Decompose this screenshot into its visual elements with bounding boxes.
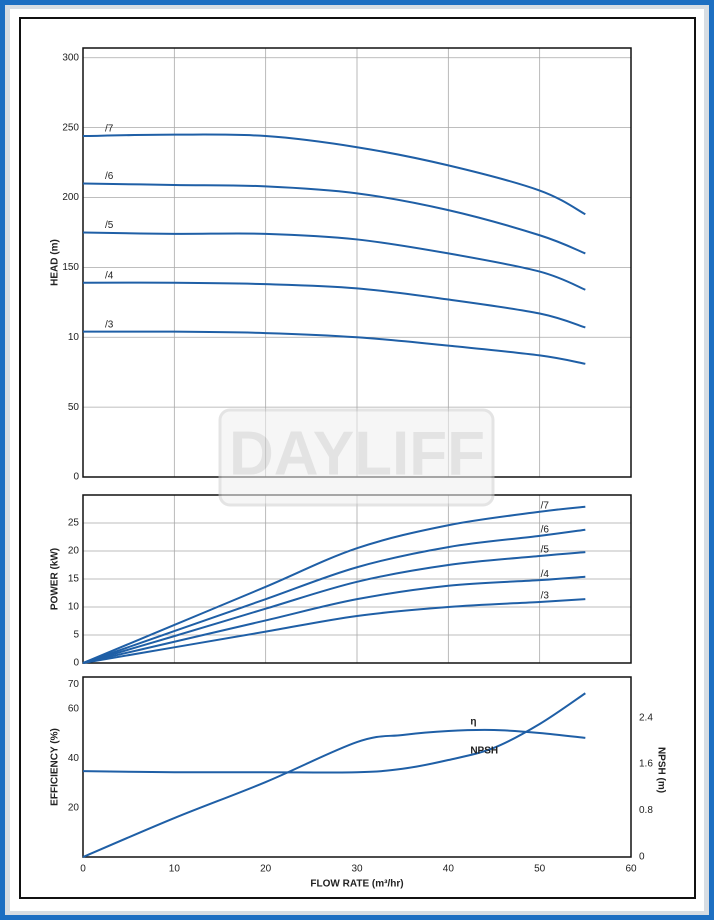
series-line [82,551,586,664]
y-axis-label: HEAD (m) [50,239,61,286]
y-tick-label: 250 [62,122,79,133]
x-tick-label: 40 [443,864,455,875]
y-tick-label: 15 [68,574,80,585]
series-line [82,133,586,216]
y-tick-label: 50 [68,402,80,413]
y-tick-label: 150 [62,262,79,273]
series-line [82,505,586,664]
series-line [82,281,586,329]
y2-tick-label: 2.4 [639,712,653,723]
series-line [82,182,586,255]
y-tick-label: 25 [68,518,80,529]
y-tick-label: 10 [68,602,80,613]
y-axis-label: POWER (kW) [50,548,61,610]
y-tick-label: 60 [68,704,80,715]
y2-tick-label: 1.6 [639,759,653,770]
series-label: /6 [541,525,550,536]
series-label: /6 [105,171,114,182]
y-tick-label: 20 [68,546,80,557]
plot-frame [82,676,632,858]
series-label: /4 [541,569,550,580]
series-label: /3 [105,319,114,330]
x-tick-label: 60 [625,864,637,875]
y2-axis-label: NPSH (m) [655,747,666,793]
series-label: NPSH [470,746,498,757]
series-label: /5 [541,545,550,556]
x-tick-label: 0 [80,864,86,875]
watermark: DAYLIFF [218,408,495,507]
watermark-text: DAYLIFF [229,419,485,488]
series-line [82,728,586,858]
series-line [82,575,586,664]
series-label: /5 [105,220,114,231]
y-tick-label: 300 [62,52,79,63]
series-line [82,330,586,365]
series-label: /3 [541,591,550,602]
series-label: η [470,717,476,728]
series-label: /7 [105,124,114,135]
series-label: /7 [541,500,550,511]
x-tick-label: 10 [169,864,181,875]
y-tick-label: 5 [73,630,79,641]
x-axis-label: FLOW RATE (m³/hr) [310,879,403,890]
y-tick-label: 0 [73,472,79,483]
y-tick-label: 0 [73,658,79,669]
y-tick-label: 10 [68,332,80,343]
x-tick-label: 50 [534,864,546,875]
x-tick-label: 30 [351,864,363,875]
series-line [82,692,586,774]
page-frame [19,17,696,899]
series-label: /4 [105,270,114,281]
y2-tick-label: 0 [639,852,645,863]
y2-tick-label: 0.8 [639,805,653,816]
x-tick-label: 20 [260,864,272,875]
series-line [82,598,586,664]
series-line [82,231,586,291]
y-axis-label: EFFICIENCY (%) [50,728,61,806]
y-tick-label: 40 [68,753,80,764]
y-tick-label: 20 [68,802,80,813]
watermark-box [218,408,495,507]
y-tick-label: 200 [62,192,79,203]
series-line [82,528,586,664]
y-tick-label: 70 [68,679,80,690]
